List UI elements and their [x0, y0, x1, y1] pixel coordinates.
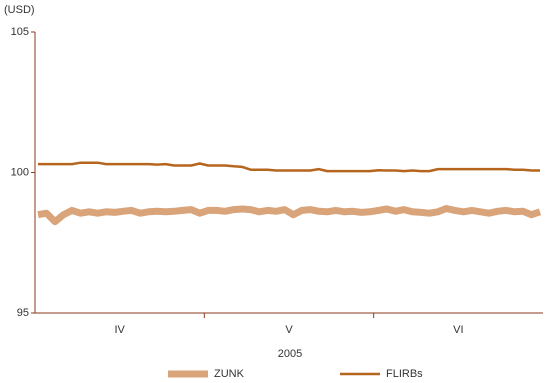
x-tick-label: IV: [114, 324, 125, 336]
y-tick-label: 100: [11, 166, 29, 178]
y-tick-label: 95: [17, 307, 29, 319]
x-tick-label: VI: [453, 324, 463, 336]
x-axis-label: 2005: [278, 348, 302, 360]
series-line: [38, 161, 540, 173]
legend-label: FLIRBs: [386, 368, 423, 380]
legend-label: ZUNK: [214, 368, 245, 380]
y-unit-label: (USD): [4, 4, 35, 16]
y-tick-label: 105: [11, 26, 29, 38]
series-line: [37, 205, 542, 226]
x-tick-label: V: [285, 324, 293, 336]
